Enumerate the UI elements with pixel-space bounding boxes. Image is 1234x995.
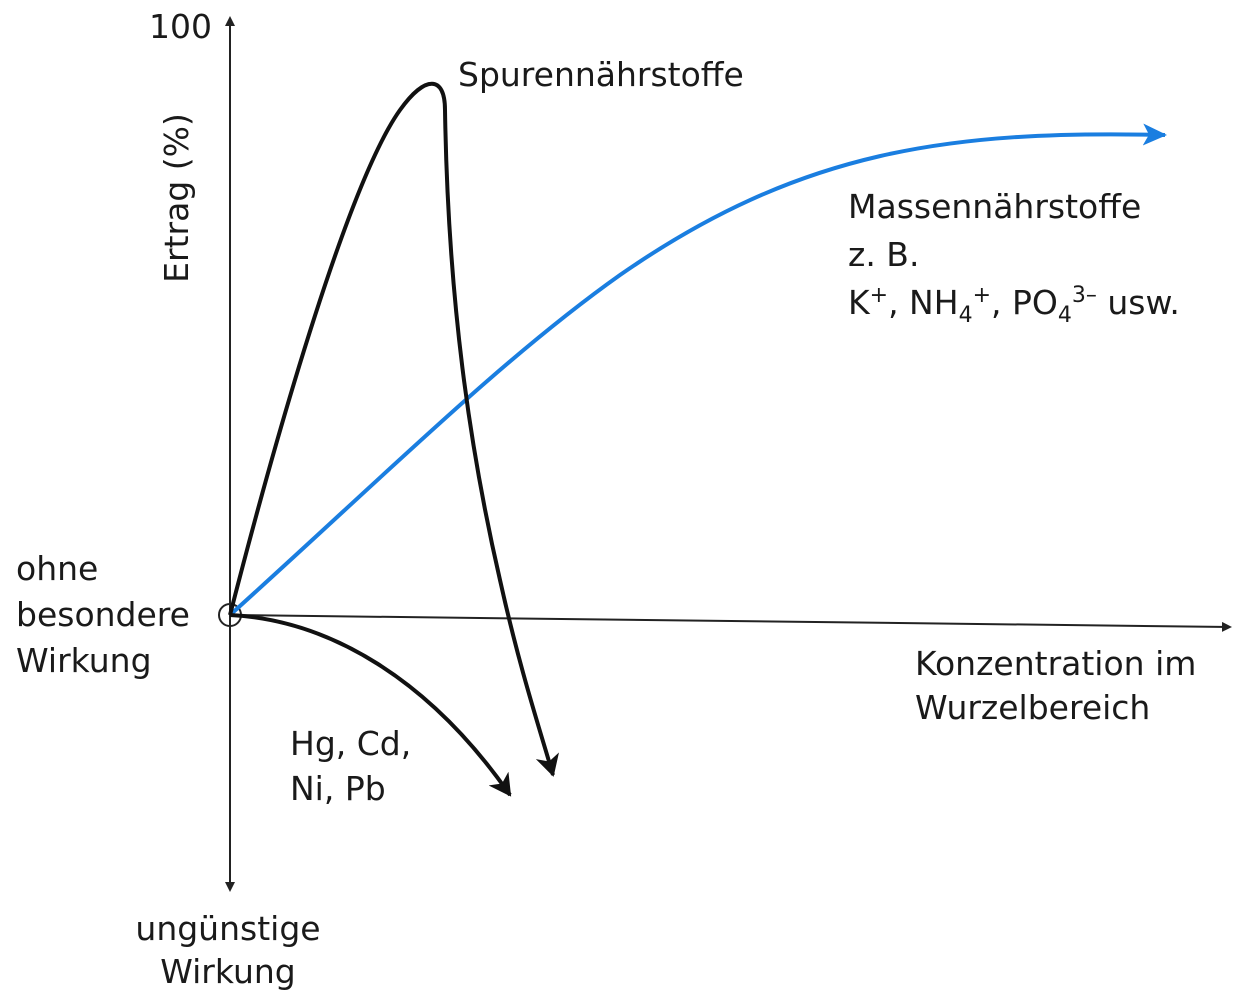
ion: usw. (1097, 283, 1180, 322)
ion: 4 (1058, 303, 1072, 328)
origin-label: besondere (16, 595, 190, 634)
y-axis-label: Ertrag (%) (157, 113, 196, 283)
heavy-metal-curve (229, 613, 512, 797)
x-axis-label: Wurzelbereich (915, 688, 1150, 727)
x-axis (229, 614, 1232, 632)
curve-label: Massennährstoffe (848, 187, 1141, 226)
trace-nutrient-curve (228, 81, 559, 777)
curve-label: Ni, Pb (290, 769, 386, 808)
ion: + (870, 283, 888, 308)
y-bottom-label: ungünstige (135, 909, 320, 948)
x-axis-label: Konzentration im (915, 644, 1196, 683)
ion: , PO (991, 283, 1058, 322)
ion: , NH (888, 283, 958, 322)
ion-list: K+, NH4+, PO43– usw. (848, 283, 1180, 328)
curve-label: z. B. (848, 235, 919, 274)
y-bottom-label: Wirkung (160, 952, 296, 991)
origin-label: ohne (16, 549, 98, 588)
mass-nutrient-curve (228, 123, 1167, 617)
ion: + (973, 283, 991, 308)
ion: K (848, 283, 871, 322)
y-top-label: 100 (149, 7, 212, 46)
curve-label: Hg, Cd, (290, 724, 411, 763)
origin-label: Wirkung (16, 641, 152, 680)
ion: 3– (1072, 283, 1097, 308)
curve-label: Spurennährstoffe (458, 55, 744, 94)
ion: 4 (959, 303, 973, 328)
